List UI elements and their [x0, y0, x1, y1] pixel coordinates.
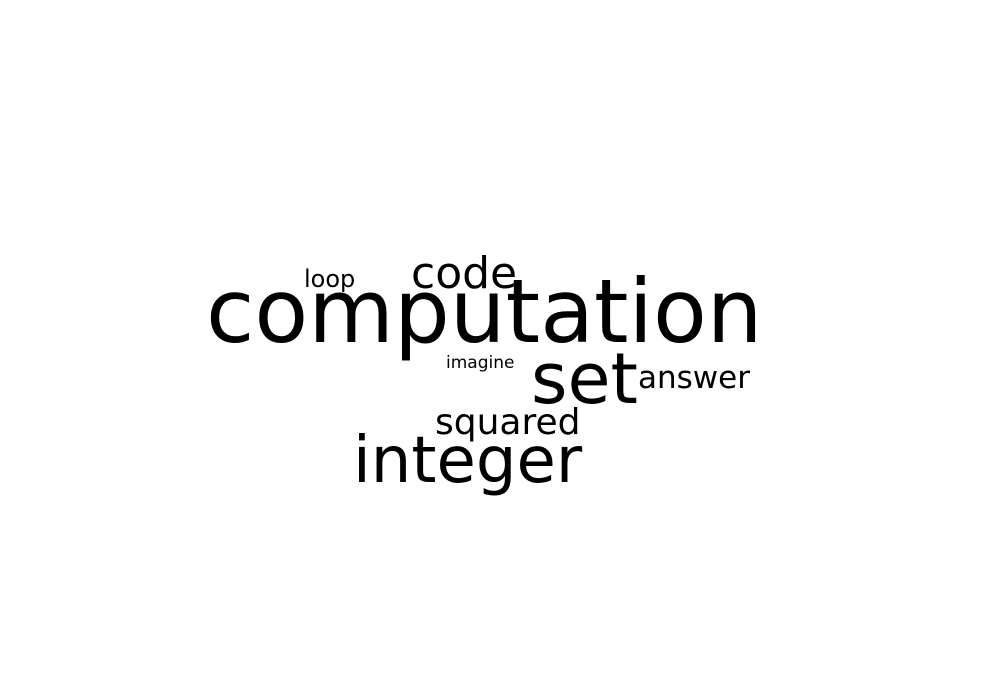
word-integer: integer	[353, 424, 583, 498]
word-computation: computation	[206, 260, 763, 363]
word-imagine: imagine	[446, 353, 515, 373]
word-code: code	[411, 248, 518, 299]
word-squared: squared	[435, 402, 581, 443]
word-answer: answer	[638, 360, 750, 396]
word-loop: loop	[304, 265, 356, 293]
word-set: set	[531, 338, 638, 420]
